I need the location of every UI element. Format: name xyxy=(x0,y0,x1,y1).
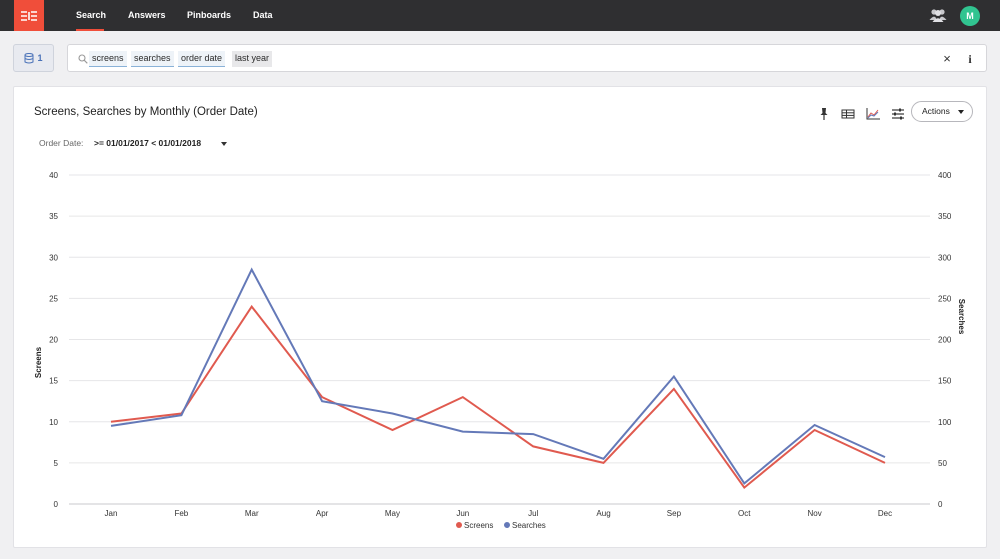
chevron-down-icon xyxy=(958,110,964,114)
actions-button[interactable]: Actions xyxy=(911,101,973,122)
chart-title: Screens, Searches by Monthly (Order Date… xyxy=(34,106,258,118)
x-tick-label: Oct xyxy=(738,509,751,518)
y-left-tick-label: 20 xyxy=(49,336,58,345)
y-left-tick-label: 0 xyxy=(54,500,59,509)
y-left-tick-label: 40 xyxy=(49,171,58,180)
search-token-screens[interactable]: screens xyxy=(89,51,127,67)
x-tick-label: Jan xyxy=(105,509,118,518)
database-icon xyxy=(24,52,34,63)
y-right-axis-title: Searches xyxy=(957,299,966,335)
search-token-order-date[interactable]: order date xyxy=(178,51,226,67)
table-icon[interactable] xyxy=(840,107,856,121)
filter-value[interactable]: >= 01/01/2017 < 01/01/2018 xyxy=(94,138,202,148)
answer-card: Screens, Searches by Monthly (Order Date… xyxy=(13,86,987,548)
x-tick-label: Feb xyxy=(174,509,188,518)
y-right-tick-label: 150 xyxy=(938,377,952,386)
logo-icon xyxy=(21,10,37,21)
filter-label: Order Date: xyxy=(39,138,84,148)
legend-marker-screens xyxy=(456,522,462,528)
line-chart: 0510152025303540050100150200250300350400… xyxy=(34,171,966,530)
y-right-tick-label: 0 xyxy=(938,500,943,509)
x-tick-label: Apr xyxy=(316,509,329,518)
user-avatar[interactable]: M xyxy=(960,6,980,26)
top-nav-bar: Search Answers Pinboards Data M xyxy=(0,0,1000,31)
y-right-tick-label: 350 xyxy=(938,212,952,221)
info-button[interactable]: i xyxy=(968,52,972,66)
y-left-tick-label: 5 xyxy=(54,459,59,468)
chart-icon[interactable] xyxy=(865,107,881,121)
nav-data[interactable]: Data xyxy=(253,10,273,20)
users-icon[interactable] xyxy=(929,7,947,23)
y-right-tick-label: 200 xyxy=(938,336,952,345)
legend-label-screens: Screens xyxy=(464,521,493,530)
y-left-axis-title: Screens xyxy=(34,346,43,378)
legend-marker-searches xyxy=(504,522,510,528)
y-left-tick-label: 35 xyxy=(49,212,58,221)
search-bar[interactable]: screens searches order date last year × … xyxy=(67,44,987,72)
filter-dropdown-icon[interactable] xyxy=(221,142,227,146)
y-left-tick-label: 30 xyxy=(49,253,58,262)
y-left-tick-label: 15 xyxy=(49,377,58,386)
y-right-tick-label: 100 xyxy=(938,418,952,427)
x-tick-label: Aug xyxy=(596,509,610,518)
series-line-screens xyxy=(110,304,886,490)
nav-search[interactable]: Search xyxy=(76,0,106,31)
actions-label: Actions xyxy=(922,106,950,116)
x-tick-label: May xyxy=(385,509,400,518)
y-left-tick-label: 10 xyxy=(49,418,58,427)
y-right-tick-label: 300 xyxy=(938,253,952,262)
series-line-searches xyxy=(110,267,886,485)
app-logo[interactable] xyxy=(14,0,44,31)
y-left-tick-label: 25 xyxy=(49,294,58,303)
x-tick-label: Mar xyxy=(245,509,259,518)
search-token-last-year[interactable]: last year xyxy=(232,51,273,67)
settings-icon[interactable] xyxy=(890,107,906,121)
data-source-button[interactable]: 1 xyxy=(13,44,54,72)
legend-label-searches: Searches xyxy=(512,521,546,530)
y-right-tick-label: 250 xyxy=(938,294,952,303)
nav-answers[interactable]: Answers xyxy=(128,10,166,20)
x-tick-label: Jun xyxy=(456,509,469,518)
x-tick-label: Jul xyxy=(528,509,538,518)
x-tick-label: Dec xyxy=(878,509,892,518)
y-right-tick-label: 50 xyxy=(938,459,947,468)
clear-search-button[interactable]: × xyxy=(943,51,951,66)
nav-pinboards[interactable]: Pinboards xyxy=(187,10,232,20)
search-icon xyxy=(78,54,88,64)
search-token-searches[interactable]: searches xyxy=(131,51,174,67)
x-tick-label: Sep xyxy=(667,509,682,518)
pin-icon[interactable] xyxy=(816,107,832,121)
y-right-tick-label: 400 xyxy=(938,171,952,180)
data-source-count: 1 xyxy=(37,53,43,63)
x-tick-label: Nov xyxy=(808,509,822,518)
